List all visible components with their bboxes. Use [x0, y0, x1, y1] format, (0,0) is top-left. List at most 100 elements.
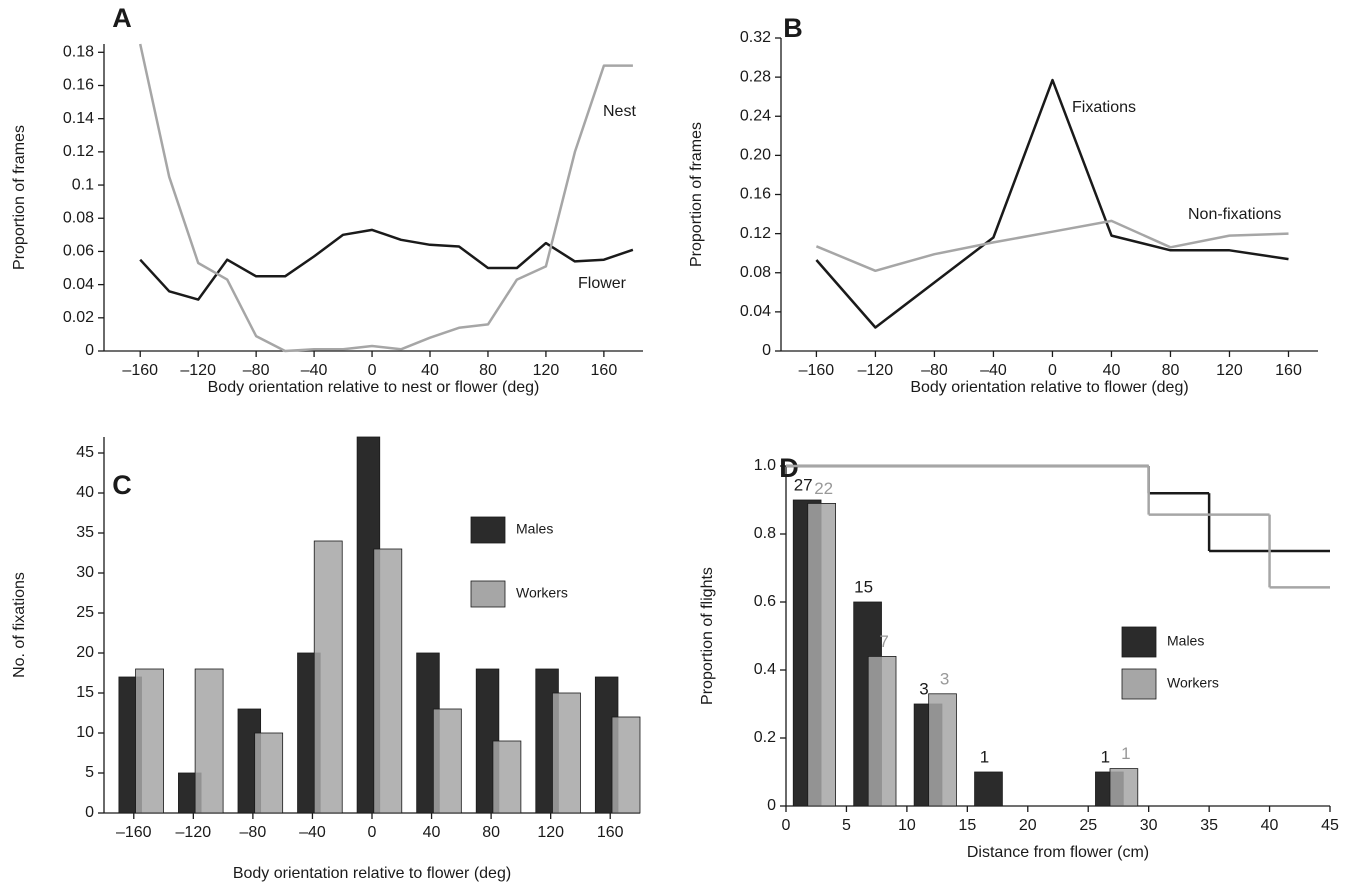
x-axis-title: Body orientation relative to flower (deg…	[233, 865, 511, 882]
y-tick-label: 0.20	[740, 147, 771, 164]
bar	[867, 656, 897, 807]
x-tick-label: –40	[301, 362, 328, 379]
y-tick-label: 0.24	[740, 107, 771, 124]
x-tick-label: 0	[1048, 362, 1057, 379]
series-label: Fixations	[1072, 99, 1136, 116]
y-tick-label: 0.08	[63, 209, 94, 226]
x-tick-label: –80	[921, 362, 948, 379]
legend-swatch	[470, 580, 506, 608]
count-label: 3	[919, 679, 928, 698]
x-tick-label: 40	[1103, 362, 1121, 379]
legend-swatch	[1121, 626, 1157, 658]
x-tick-label: –160	[122, 362, 158, 379]
x-tick-label: 0	[368, 824, 377, 841]
bar	[194, 668, 224, 814]
y-axis-title: Proportion of flights	[699, 567, 716, 705]
y-axis-title: No. of fixations	[11, 572, 28, 678]
x-tick-label: –160	[116, 824, 152, 841]
panel-label: A	[112, 3, 132, 33]
bar	[492, 740, 522, 814]
legend-text: Workers	[1167, 675, 1219, 691]
y-tick-label: 0.32	[740, 29, 771, 46]
y-tick-label: 25	[76, 604, 94, 621]
legend-swatch	[1121, 668, 1157, 700]
y-tick-label: 1.0	[754, 457, 776, 474]
y-tick-label: 0.28	[740, 68, 771, 85]
x-tick-label: –120	[180, 362, 216, 379]
legend-text: Males	[1167, 633, 1204, 649]
y-tick-label: 0.16	[63, 77, 94, 94]
y-tick-label: 0	[85, 804, 94, 821]
count-label: 1	[980, 747, 989, 766]
y-tick-label: 0	[762, 342, 771, 359]
x-tick-label: 120	[537, 824, 564, 841]
x-tick-label: 5	[842, 817, 851, 834]
x-axis-title: Distance from flower (cm)	[967, 844, 1149, 861]
x-tick-label: –120	[858, 362, 894, 379]
y-tick-label: 45	[76, 444, 94, 461]
y-tick-label: 35	[76, 524, 94, 541]
panel-label: C	[112, 470, 132, 500]
x-tick-label: 160	[1275, 362, 1302, 379]
x-tick-label: 30	[1140, 817, 1158, 834]
y-tick-label: 40	[76, 484, 94, 501]
y-tick-label: 0.06	[63, 243, 94, 260]
bar	[974, 771, 1003, 807]
count-label: 1	[1101, 747, 1110, 766]
x-tick-label: 120	[533, 362, 560, 379]
y-tick-label: 15	[76, 684, 94, 701]
y-tick-label: 20	[76, 644, 94, 661]
x-tick-label: 25	[1079, 817, 1097, 834]
x-tick-label: 10	[898, 817, 916, 834]
y-tick-label: 0.8	[754, 525, 776, 542]
bar	[254, 732, 284, 814]
x-tick-label: 160	[591, 362, 618, 379]
y-tick-label: 0	[85, 342, 94, 359]
count-label: 3	[940, 669, 949, 688]
x-axis-title: Body orientation relative to nest or flo…	[208, 379, 540, 396]
line-series	[815, 78, 1289, 329]
panel-label: D	[779, 453, 799, 483]
bar	[928, 693, 957, 807]
y-tick-label: 10	[76, 724, 94, 741]
y-tick-label: 0.14	[63, 110, 94, 127]
x-tick-label: 45	[1321, 817, 1339, 834]
y-tick-label: 0.18	[63, 44, 94, 61]
count-label: 27	[794, 475, 813, 494]
y-tick-label: 0.04	[740, 303, 771, 320]
bar	[552, 692, 581, 814]
bar	[807, 502, 836, 807]
x-axis-title: Body orientation relative to flower (deg…	[910, 379, 1188, 396]
y-tick-label: 30	[76, 564, 94, 581]
y-axis-title: Proportion of frames	[11, 125, 28, 270]
count-label: 1	[1121, 744, 1130, 763]
x-tick-label: 0	[368, 362, 377, 379]
x-tick-label: 20	[1019, 817, 1037, 834]
x-tick-label: 120	[1216, 362, 1243, 379]
x-tick-label: 80	[1162, 362, 1180, 379]
line-series	[815, 219, 1289, 273]
y-tick-label: 0.12	[740, 225, 771, 242]
y-tick-label: 0.08	[740, 264, 771, 281]
line-series	[138, 43, 633, 353]
x-tick-label: –160	[799, 362, 835, 379]
x-tick-label: 0	[782, 817, 791, 834]
x-tick-label: –40	[299, 824, 326, 841]
bar	[432, 708, 462, 814]
x-tick-label: –80	[240, 824, 267, 841]
x-tick-label: 15	[958, 817, 976, 834]
count-label: 22	[814, 479, 833, 498]
panel-label: B	[783, 13, 803, 43]
x-tick-label: –120	[176, 824, 212, 841]
x-tick-label: –40	[980, 362, 1007, 379]
series-label: Nest	[603, 103, 636, 120]
y-axis-title: Proportion of frames	[688, 122, 705, 267]
legend-text: Workers	[516, 585, 568, 601]
x-tick-label: 80	[479, 362, 497, 379]
x-tick-label: 160	[597, 824, 624, 841]
x-tick-label: 35	[1200, 817, 1218, 834]
line-series	[139, 228, 634, 301]
bar	[611, 716, 641, 814]
series-label: Non-fixations	[1188, 206, 1281, 223]
